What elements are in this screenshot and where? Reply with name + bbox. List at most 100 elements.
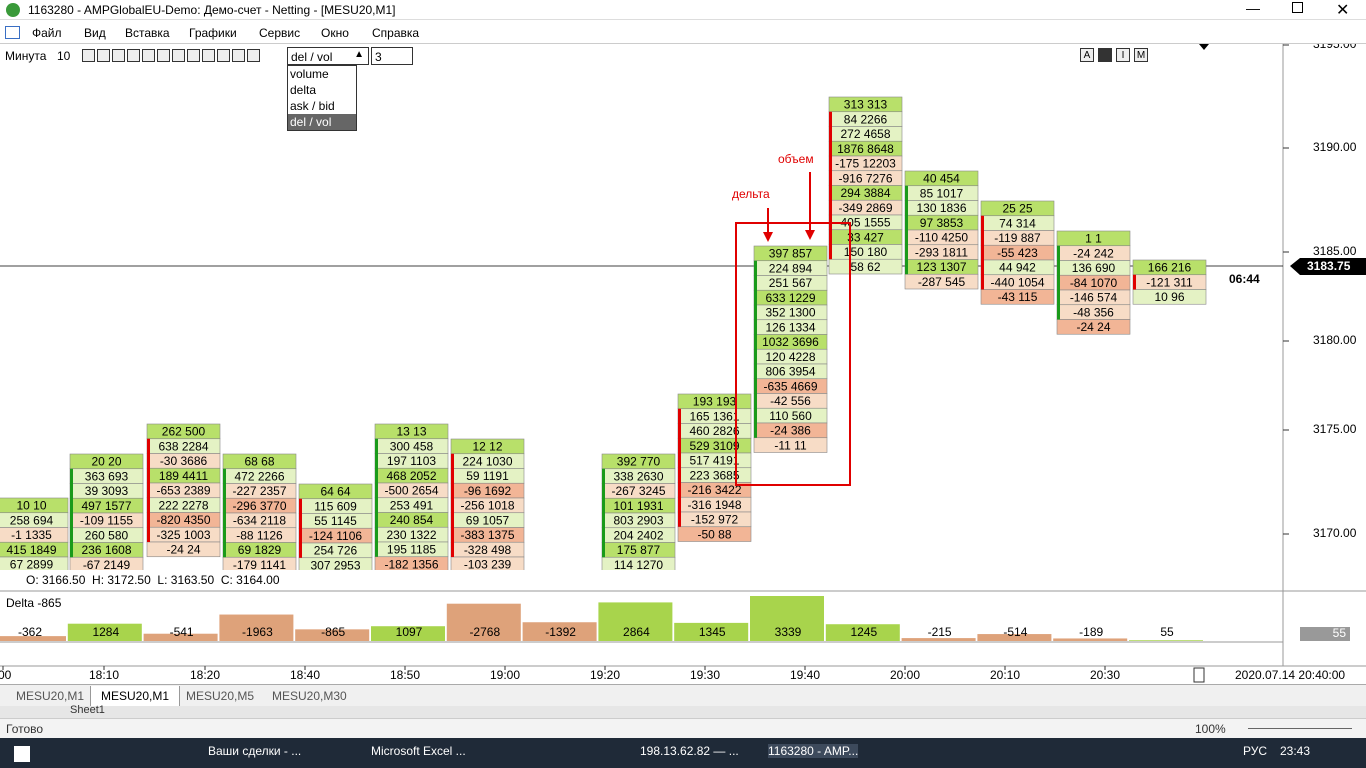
language[interactable]: РУС [1243,744,1268,758]
delta-bar [67,623,142,641]
cluster-text: 1032 3696 [762,335,819,349]
cluster-text: 236 1608 [81,543,131,557]
delta-label: 1284 [92,625,119,639]
cluster-text: 363 693 [85,469,129,483]
cluster-text: 313 313 [844,98,888,112]
time-label: 18:20 [190,668,220,682]
mode-option[interactable]: ask / bid [290,99,335,113]
tab[interactable]: MESU20,M5 [186,689,255,703]
menu-item[interactable]: Справка [372,26,420,40]
window-title: 1163280 - AMPGlobalEU-Demo: Демо-счет - … [28,3,396,17]
menu-item[interactable]: Вид [84,26,106,40]
cluster-text: 123 1307 [916,260,966,274]
cluster-text: -296 3770 [232,499,286,513]
right-button[interactable]: A [1080,48,1094,62]
right-button[interactable]: I [1116,48,1130,62]
mode-option[interactable]: volume [290,67,329,81]
mode-option[interactable]: del / vol [288,114,356,130]
cluster-text: -103 239 [464,558,512,572]
cluster-text: -440 1054 [990,275,1044,289]
cluster-text: 262 500 [162,425,206,439]
delta-label: -215 [928,625,952,639]
cluster-text: -349 2869 [838,201,892,215]
arrow-head [763,232,773,242]
delta-bar [750,596,824,641]
tool-button[interactable] [97,49,110,62]
right-button[interactable]: M [1134,48,1148,62]
cluster-text: 68 68 [244,455,274,469]
menu-item[interactable]: Файл [32,26,62,40]
depth-value: 3 [375,50,382,64]
cluster-text: -820 4350 [156,513,210,527]
time-label: 18:40 [290,668,320,682]
menu-item[interactable]: Вставка [125,26,170,40]
timeframe-value[interactable]: 10 [57,49,71,63]
cluster-text: 126 1334 [765,320,815,334]
time-label: :00 [0,668,12,682]
tool-button[interactable] [187,49,200,62]
candle-body [375,438,378,557]
tool-button[interactable] [217,49,230,62]
tab[interactable]: MESU20,M1 [90,686,181,707]
close[interactable]: ✕ [1336,2,1350,19]
arrow-head [805,230,815,240]
tab[interactable]: MESU20,M30 [272,689,347,703]
cluster-cell [1056,319,1131,335]
tool-button[interactable] [172,49,185,62]
start[interactable] [14,746,30,762]
menu-item[interactable]: Сервис [259,26,301,40]
price-tick-label: 3180.00 [1313,333,1357,347]
cluster-text: 69 1057 [466,513,510,527]
cluster-text: -634 2118 [233,514,286,528]
cluster-text: -653 2389 [156,484,210,498]
cluster-text: 44 942 [999,261,1036,275]
delta-label: -189 [1079,625,1103,639]
mode-select[interactable]: del / vol ▲ [287,47,369,65]
task-item[interactable]: 198.13.62.82 — ... [640,744,739,758]
panel-title: Delta -865 [6,596,62,610]
task-item[interactable]: Microsoft Excel ... [371,744,466,758]
candle-body [1057,245,1060,320]
tool-button[interactable] [127,49,140,62]
tool-button[interactable] [157,49,170,62]
cluster-text: 114 1270 [614,558,663,572]
delta-bar [371,626,445,641]
task-item[interactable]: Ваши сделки - ... [208,744,302,758]
shift-marker [1199,44,1209,50]
tool-button[interactable] [247,49,260,62]
menu-item[interactable]: Графики [189,26,237,40]
sheet-tab[interactable]: Sheet1 [70,704,105,716]
menu-item[interactable]: Окно [321,26,349,40]
right-button[interactable] [1098,48,1112,62]
depth-spinner[interactable]: 3 [371,47,413,65]
mode-option[interactable]: delta [290,83,317,97]
clock[interactable]: 23:43 [1280,744,1311,758]
minimize[interactable]: — [1246,0,1260,16]
cluster-text: 197 1103 [387,454,436,468]
tool-button[interactable] [82,49,95,62]
cluster-text: 272 4658 [840,127,890,141]
maximize[interactable] [1292,2,1303,13]
cluster-text: 136 690 [1072,261,1116,275]
tool-button[interactable] [232,49,245,62]
tool-button[interactable] [142,49,155,62]
zoom-slider[interactable] [1248,728,1352,729]
status-text: Готово [6,722,44,736]
cluster-text: -227 2357 [232,484,286,498]
cluster-text: 193 193 [693,395,737,409]
cluster-text: 130 1836 [916,201,966,215]
candle-body [678,408,681,527]
cluster-text: -24 386 [770,424,811,438]
task-item[interactable]: 1163280 - AMP... [768,744,859,758]
cluster-text: 307 2953 [310,558,360,572]
timer: 06:44 [1229,272,1260,286]
tool-button[interactable] [112,49,125,62]
tool-button[interactable] [202,49,215,62]
cluster-text: -179 1141 [233,558,286,572]
cluster-text: -67 2149 [83,558,131,572]
delta-label: 3339 [775,625,802,639]
candle-body [299,498,302,558]
cluster-text: 10 10 [16,499,46,513]
tab[interactable]: MESU20,M1 [16,689,85,703]
